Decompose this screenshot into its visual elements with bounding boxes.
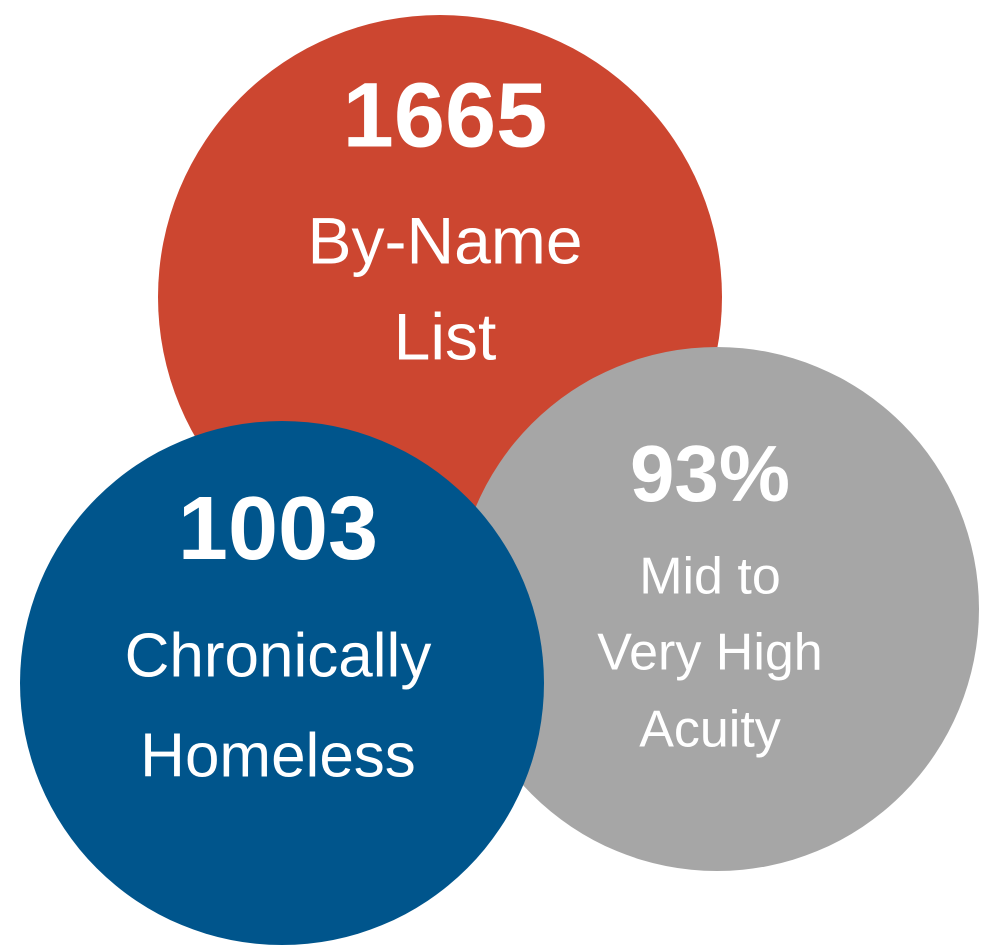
label-line: Acuity bbox=[639, 701, 781, 759]
label-line: List bbox=[394, 299, 497, 373]
label-line: Homeless bbox=[140, 721, 416, 790]
circle-group: 1003 Chronically Homeless bbox=[20, 421, 544, 945]
label-line: Mid to bbox=[639, 548, 781, 606]
number: 1665 bbox=[343, 64, 548, 166]
label-line: Very High bbox=[597, 624, 822, 682]
circle-group: 93% Mid to Very High Acuity bbox=[455, 347, 979, 871]
label-line: By-Name bbox=[307, 203, 582, 277]
number: 93% bbox=[630, 429, 790, 518]
circle bbox=[455, 347, 979, 871]
number: 1003 bbox=[178, 479, 378, 579]
label-line: Chronically bbox=[125, 621, 432, 690]
circle bbox=[20, 421, 544, 945]
